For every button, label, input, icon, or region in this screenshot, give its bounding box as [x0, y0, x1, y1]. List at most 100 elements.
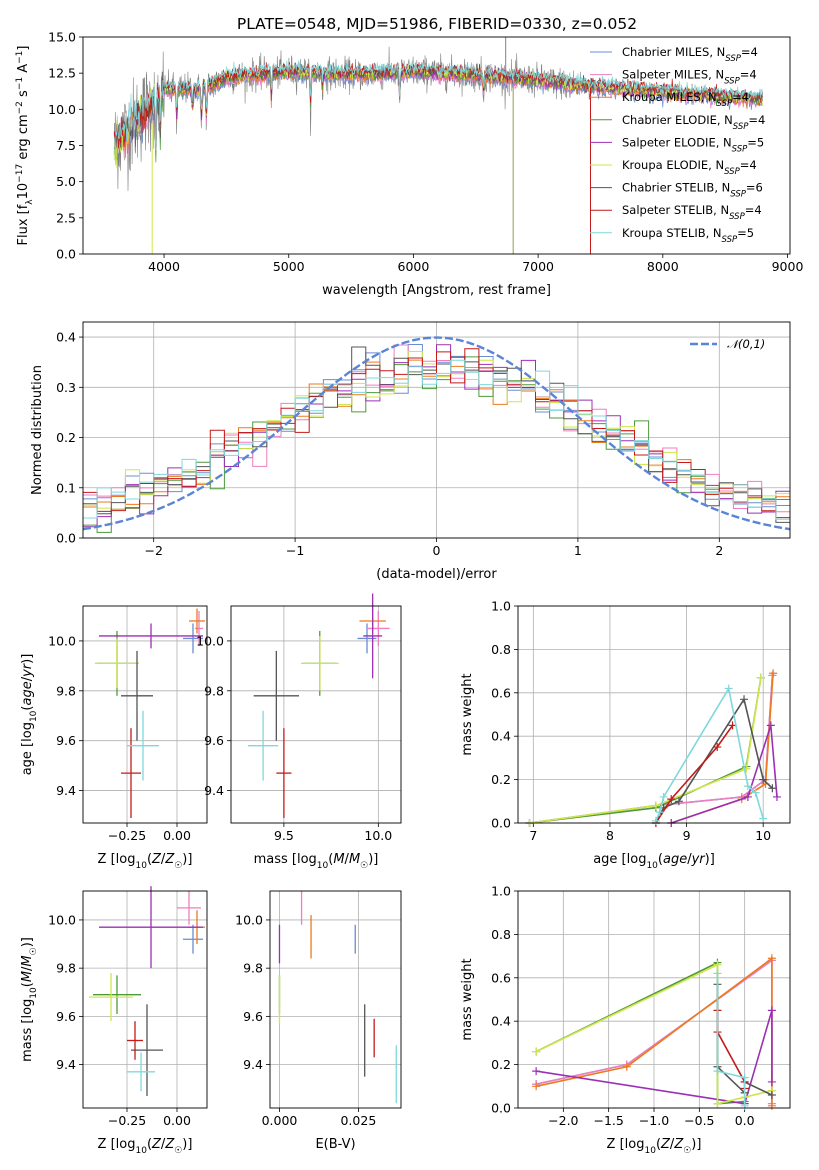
age_vs_Z-ylabel: age [log10(age/yr)] [20, 654, 39, 776]
series-marker-kroupa_stelib [740, 1101, 749, 1110]
massweight_vs_age-ylabel: mass weight [460, 673, 475, 755]
y-tick-label: 10.0 [48, 633, 76, 648]
age_vs_mass-points [248, 593, 390, 819]
y-tick-label: 0.0 [491, 1101, 511, 1116]
axes-frame [82, 321, 791, 539]
series-marker-kroupa_elodie [713, 1099, 722, 1108]
series-marker-kroupa_miles [767, 1101, 776, 1110]
x-tick-label: 10 [755, 828, 771, 843]
series-marker-kroupa_stelib [759, 814, 768, 823]
series-marker-chabrier_stelib [767, 1090, 776, 1099]
spectrum-legend: Chabrier MILES, NSSP=4 Salpeter MILES, NS… [590, 45, 765, 245]
hist-xlabel: (data-model)/error [376, 567, 497, 582]
series-marker-kroupa_stelib [655, 808, 664, 817]
age_vs_mass-xlabel: mass [log10(M/M☉)] [254, 852, 379, 871]
series-marker-chabrier_stelib [768, 784, 777, 793]
histogram-salpeter_stelib [83, 348, 790, 519]
y-tick-label: 9.8 [243, 961, 263, 976]
series-marker-chabrier_stelib [759, 775, 768, 784]
legend-label-chabrier_stelib: Chabrier STELIB, NSSP=6 [622, 181, 763, 200]
y-tick-label: 9.4 [243, 1057, 263, 1072]
x-tick-label: 5000 [273, 259, 305, 274]
y-tick-label: 0.0 [56, 247, 76, 262]
spectrum-lines [113, 37, 763, 254]
y-tick-label: 0.8 [491, 642, 511, 657]
hist-legend-label: 𝒩(0,1) [727, 337, 765, 351]
series-marker-kroupa_miles [767, 954, 776, 963]
axes-frame [517, 890, 791, 1109]
x-tick-label: 0.00 [163, 1113, 191, 1128]
gaussian-curve [82, 336, 791, 531]
series-marker-chabrier_stelib [740, 695, 749, 704]
y-tick-label: 0.6 [491, 685, 511, 700]
x-tick-label: 9.5 [274, 828, 294, 843]
massweight_vs_Z-series [532, 954, 776, 1110]
x-tick-label: 10.0 [364, 828, 392, 843]
series-marker-kroupa_stelib [651, 816, 660, 825]
x-tick-label: −1.5 [593, 1113, 623, 1128]
series-line-kroupa_stelib [716, 973, 746, 1106]
series-marker-kroupa_stelib [751, 788, 760, 797]
series-marker-chabrier_stelib [674, 797, 683, 806]
y-tick-label: 9.6 [56, 1009, 76, 1024]
axes-frame [517, 605, 791, 824]
x-tick-label: 0.025 [340, 1113, 376, 1128]
series-marker-kroupa_elodie [756, 673, 765, 682]
legend-label-chabrier_miles: Chabrier MILES, NSSP=4 [622, 45, 758, 64]
axes-frame [82, 605, 208, 824]
y-tick-label: 0.3 [56, 380, 76, 395]
x-tick-label: 2 [715, 543, 723, 558]
series-marker-kroupa_elodie [651, 801, 660, 810]
massweight_vs_age-series [525, 669, 781, 827]
y-tick-label: 9.6 [56, 733, 76, 748]
series-marker-salpeter_stelib [667, 795, 676, 804]
x-tick-label: 6000 [398, 259, 430, 274]
y-tick-label: 15.0 [48, 30, 76, 45]
axes-frame [230, 605, 402, 824]
series-line-kroupa_elodie [529, 677, 762, 824]
x-tick-label: 0.00 [163, 828, 191, 843]
y-tick-label: 1.0 [491, 884, 511, 899]
series-marker-kroupa_miles [622, 1062, 631, 1071]
age_vs_Z-points [95, 608, 205, 819]
series-marker-salpeter_elodie [772, 792, 781, 801]
age_vs_Z-xlabel: Z [log10(Z/Z☉)] [98, 852, 193, 871]
series-marker-kroupa_stelib [740, 1073, 749, 1082]
y-tick-label: 0.4 [56, 330, 76, 345]
y-tick-label: 0.4 [491, 1014, 511, 1029]
spectrum-axes: 4000 5000 6000 7000 8000 9000 0.0 2.5 5.0 7.5 10.0… [48, 30, 803, 275]
plot-layer: 4000 5000 6000 7000 8000 90000.02.55.07.510.0… [15, 30, 803, 1157]
x-tick-label: −2.0 [548, 1113, 578, 1128]
series-marker-kroupa_miles [769, 669, 778, 678]
y-tick-label: 1.0 [491, 599, 511, 614]
series-line-salpeter_elodie [535, 1010, 773, 1105]
y-tick-label: 9.4 [56, 1057, 76, 1072]
mass_vs_EBV-xlabel: E(B-V) [315, 1137, 355, 1152]
series-marker-kroupa_stelib [659, 792, 668, 801]
x-tick-label: −2 [144, 543, 162, 558]
y-tick-label: 0.2 [491, 1057, 511, 1072]
legend-label-salpeter_miles: Salpeter MILES, NSSP=4 [622, 68, 757, 87]
legend-label-salpeter_stelib: Salpeter STELIB, NSSP=4 [622, 203, 762, 222]
legend-label-kroupa_elodie: Kroupa ELODIE, NSSP=4 [622, 158, 757, 177]
series-marker-kroupa_elodie [713, 960, 722, 969]
x-tick-label: 0 [433, 543, 441, 558]
y-tick-label: 9.4 [204, 783, 224, 798]
series-marker-salpeter_elodie [532, 1067, 541, 1076]
series-line-salpeter_stelib [655, 724, 734, 824]
x-tick-label: 0.0 [735, 1113, 755, 1128]
y-tick-label: 9.8 [56, 683, 76, 698]
mass_vs_Z-ylabel: mass [log10(M/M☉)] [20, 937, 39, 1062]
y-tick-label: 0.0 [56, 531, 76, 546]
x-tick-label: 9000 [772, 259, 804, 274]
y-tick-label: 7.5 [56, 138, 76, 153]
y-tick-label: 5.0 [56, 174, 76, 189]
x-tick-label: −0.25 [108, 1113, 146, 1128]
massweight_vs_age-xlabel: age [log10(age/yr)] [593, 852, 715, 871]
histogram-steps [83, 344, 790, 533]
y-tick-label: 0.6 [491, 970, 511, 985]
x-tick-label: −0.25 [108, 828, 146, 843]
figure-title: PLATE=0548, MJD=51986, FIBERID=0330, z=0… [237, 15, 637, 33]
